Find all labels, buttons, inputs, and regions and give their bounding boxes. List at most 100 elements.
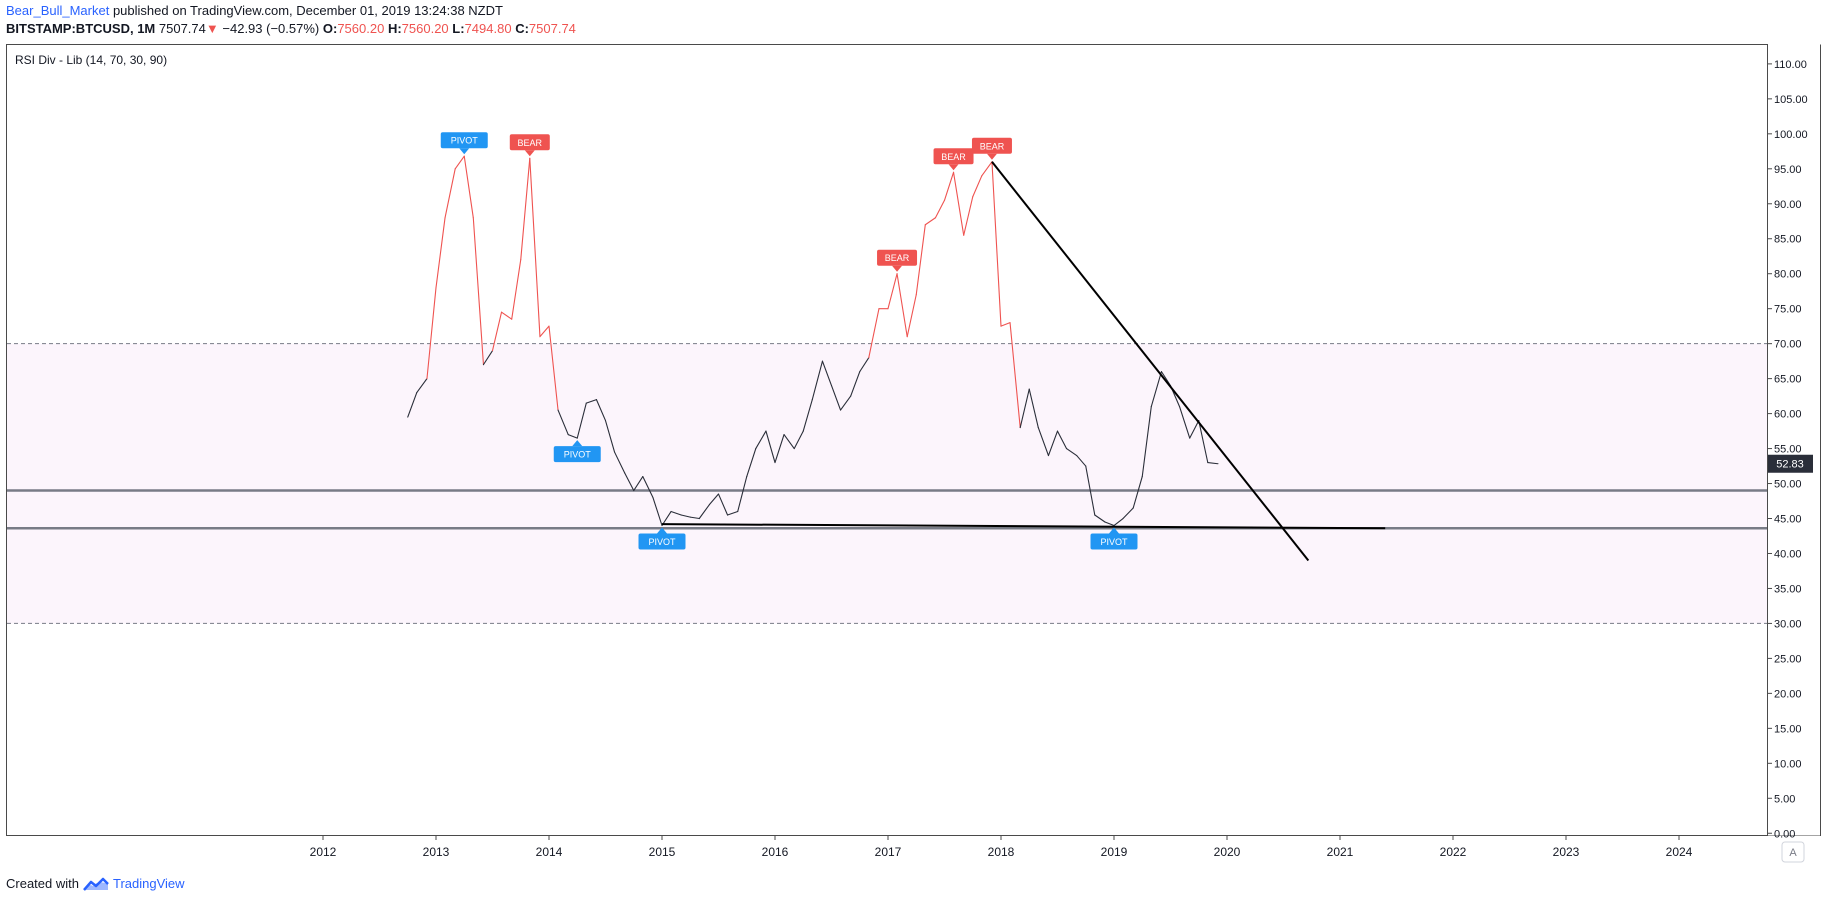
rsi-segment <box>511 259 522 320</box>
marker-label: BEAR <box>941 152 966 162</box>
y-tick-label: 40.00 <box>1774 548 1802 560</box>
marker-label: PIVOT <box>648 537 676 547</box>
rsi-chart[interactable]: PIVOT BEAR PIVOT PIVOT BEAR BEAR BEAR PIVOT 110… <box>0 0 1828 870</box>
marker-badge <box>971 137 1012 154</box>
y-tick-label: 20.00 <box>1774 688 1802 700</box>
y-tick-label: 55.00 <box>1774 444 1802 456</box>
rsi-segment <box>1085 465 1096 516</box>
price-axis-bg[interactable] <box>1768 44 1820 836</box>
marker-label: BEAR <box>885 253 910 263</box>
marker-pointer-icon <box>524 150 535 157</box>
y-tick-label: 35.00 <box>1774 583 1802 595</box>
rsi-segment <box>991 161 1002 327</box>
rsi-segment <box>963 196 974 236</box>
rsi-segment <box>793 430 804 450</box>
marker-label: PIVOT <box>451 136 479 146</box>
rsi-segment <box>1047 430 1059 457</box>
marker-badge <box>1090 533 1138 550</box>
rsi-segment <box>1056 430 1068 450</box>
rsi-segment <box>952 171 965 236</box>
y-tick-label: 75.00 <box>1774 304 1802 316</box>
rsi-segment <box>755 430 767 450</box>
pivot-marker: PIVOT <box>553 440 601 463</box>
rsi-segment <box>830 385 842 411</box>
rsi-segment <box>454 155 465 170</box>
rsi-segment <box>1104 521 1115 527</box>
rsi-segment <box>717 493 729 516</box>
trend-line <box>661 523 1386 530</box>
x-tick-label: 2022 <box>1440 845 1467 859</box>
rsi-segment <box>444 168 456 219</box>
created-with-text: Created with <box>6 876 79 891</box>
change-down-icon: ▼ <box>205 21 219 36</box>
rsi-segment <box>680 514 691 518</box>
high-label: H: <box>387 21 402 36</box>
pivot-marker: PIVOT <box>638 527 686 550</box>
y-tick-label: 65.00 <box>1774 374 1802 386</box>
rsi-segment <box>746 448 757 478</box>
tradingview-brand-link[interactable]: TradingView <box>112 876 185 891</box>
rsi-segment <box>633 475 644 492</box>
indicator-label[interactable]: RSI Div - Lib (14, 70, 30, 90) <box>15 53 167 67</box>
rsi-segment <box>1198 420 1209 464</box>
rsi-segment <box>698 503 711 520</box>
rsi-segment <box>1113 517 1124 527</box>
rsi-segment <box>859 357 870 373</box>
x-tick-label: 2024 <box>1666 845 1693 859</box>
marker-label: PIVOT <box>1100 537 1128 547</box>
tradingview-logo-icon <box>83 877 109 891</box>
trend-line <box>991 161 1310 562</box>
marker-badge <box>877 249 918 266</box>
bear-marker: BEAR <box>933 148 974 171</box>
rsi-segment <box>1019 388 1030 429</box>
pivot-marker: PIVOT <box>1090 527 1138 550</box>
x-tick-label: 2020 <box>1214 845 1241 859</box>
rsi-segment <box>416 378 428 394</box>
rsi-segment <box>783 434 795 450</box>
marker-label: PIVOT <box>564 450 592 460</box>
marker-badge <box>638 533 686 550</box>
rsi-segment <box>887 273 898 310</box>
symbol-label[interactable]: BITSTAMP:BTCUSD, 1M <box>6 21 156 36</box>
rsi-segment <box>595 399 607 422</box>
rsi-segment <box>802 399 813 432</box>
bear-marker: BEAR <box>971 137 1012 160</box>
rsi-segment <box>934 199 946 219</box>
rsi-segment <box>604 420 616 453</box>
marker-pointer-icon <box>892 265 903 272</box>
rsi-segment <box>585 399 598 404</box>
rsi-segment <box>557 409 569 436</box>
rsi-segment <box>1076 455 1087 467</box>
author-link[interactable]: Bear_Bull_Market <box>6 3 110 18</box>
close-value: 7507.74 <box>528 21 576 36</box>
rsi-segment <box>652 496 663 527</box>
rsi-segment <box>463 155 474 219</box>
y-tick-label: 5.00 <box>1774 793 1795 805</box>
rsi-segment <box>1065 448 1078 457</box>
bear-marker: BEAR <box>509 134 550 157</box>
y-tick-label: 45.00 <box>1774 514 1802 526</box>
x-tick-label: 2016 <box>762 845 789 859</box>
x-tick-label: 2023 <box>1553 845 1580 859</box>
last-value-label: 52.83 <box>1776 459 1804 471</box>
change-text: −42.93 (−0.57%) <box>222 21 320 36</box>
band-fill <box>7 343 1767 624</box>
rsi-segment <box>407 392 418 418</box>
rsi-segment <box>811 360 824 401</box>
y-tick-label: 80.00 <box>1774 269 1802 281</box>
rsi-segment <box>1178 406 1191 439</box>
rsi-segment <box>943 171 955 201</box>
marker-label: BEAR <box>980 141 1005 151</box>
rsi-segment <box>472 217 485 366</box>
auto-scale-button[interactable] <box>1781 841 1805 863</box>
rsi-segment <box>839 395 852 411</box>
bear-marker: BEAR <box>877 249 918 272</box>
rsi-segment <box>924 217 937 226</box>
y-tick-label: 25.00 <box>1774 653 1802 665</box>
rsi-segment <box>624 472 635 492</box>
rsi-segment <box>821 360 833 387</box>
rsi-segment <box>737 475 748 513</box>
x-tick-label: 2013 <box>423 845 450 859</box>
rsi-segment <box>868 308 880 359</box>
rsi-segment <box>1028 388 1039 429</box>
